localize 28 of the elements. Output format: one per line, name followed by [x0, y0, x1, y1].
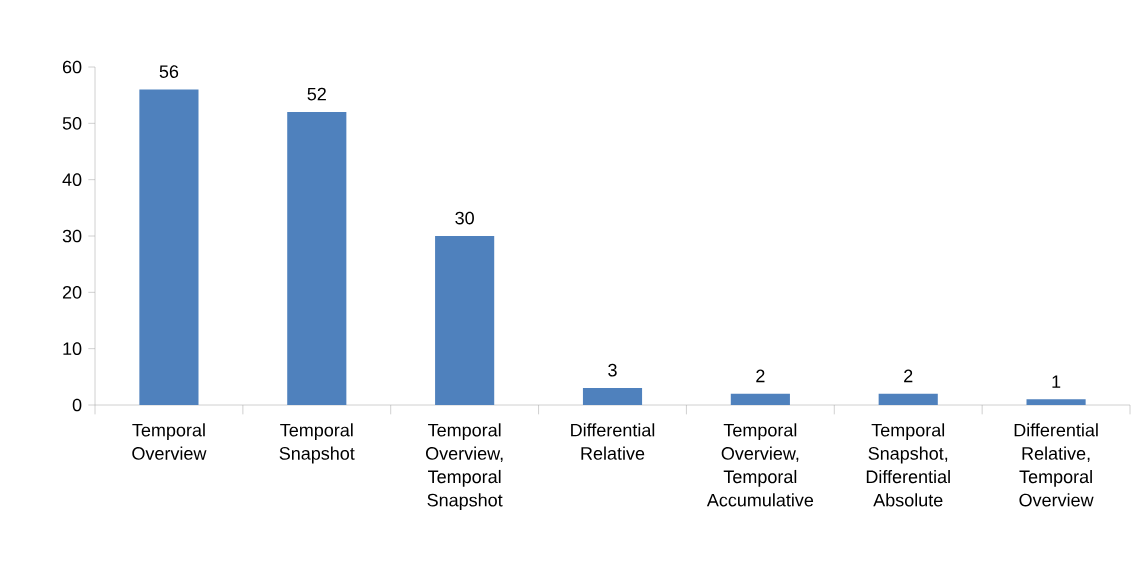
x-tick-label: Temporal Snapshot, Differential Absolute: [866, 423, 950, 507]
x-tick-label: Temporal Overview: [132, 423, 207, 460]
data-label: 56: [159, 65, 179, 78]
data-label: 1: [1052, 375, 1061, 388]
bar: [878, 393, 938, 405]
y-tick-label: 20: [62, 285, 82, 299]
x-tick-label: Temporal Overview, Temporal Snapshot: [425, 423, 503, 511]
y-tick-label: 50: [62, 116, 82, 130]
y-tick-label: 40: [62, 173, 82, 187]
bar: [139, 89, 199, 405]
y-tick-label: 60: [62, 60, 82, 74]
bar: [582, 388, 643, 405]
x-tick-label: Temporal Overview, Temporal Accumulative: [706, 423, 814, 507]
y-tick-label: 30: [62, 229, 82, 243]
data-label: 30: [455, 211, 474, 225]
bar: [730, 393, 790, 405]
y-tick-label: 10: [63, 342, 82, 356]
data-label: 52: [307, 87, 326, 101]
x-tick-label: Differential Relative, Temporal Overview: [1014, 423, 1098, 507]
data-label: 2: [756, 369, 765, 383]
x-tick-label: Differential Relative: [571, 423, 655, 460]
data-label: 3: [608, 363, 617, 377]
bar: [435, 236, 495, 405]
x-tick-label: Temporal Snapshot: [279, 423, 355, 464]
data-label: 2: [904, 369, 913, 383]
y-tick-label: 0: [72, 398, 82, 412]
bar: [1026, 399, 1086, 405]
bar: [287, 112, 347, 405]
